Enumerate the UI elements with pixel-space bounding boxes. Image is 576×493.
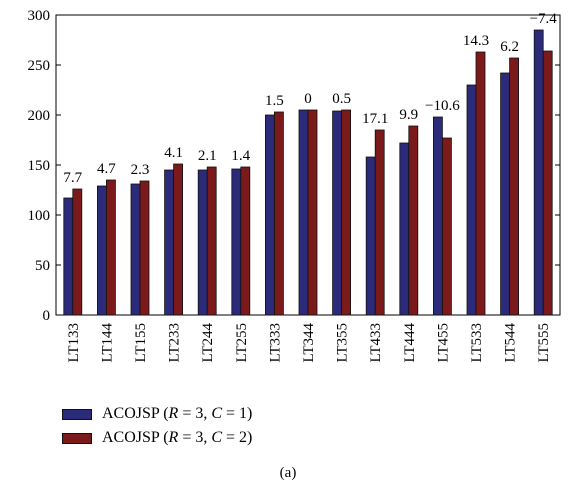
bar-series-2 <box>106 179 116 316</box>
bar-series-2 <box>509 57 520 316</box>
bar-series-1 <box>97 185 107 316</box>
x-tick-label: LT555 <box>536 323 552 362</box>
x-tick-label: LT433 <box>368 323 384 362</box>
data-label: 0.5 <box>332 91 351 107</box>
chart-axes: 0 50 100 150 200 250 300 LT133 LT144 LT155 LT233 LT… <box>28 8 561 362</box>
bar-series-2 <box>72 188 83 316</box>
bar-series-1 <box>399 142 410 316</box>
x-tick-label: LT133 <box>66 323 82 362</box>
bar-series-1 <box>432 116 443 316</box>
bar-series-2 <box>374 129 385 316</box>
data-label: 6.2 <box>500 39 519 55</box>
bar-series-2 <box>240 166 251 316</box>
x-tick-label: LT533 <box>469 323 485 362</box>
bar-series-1 <box>164 169 175 316</box>
bar-series-1 <box>365 156 376 316</box>
data-label: 1.4 <box>231 148 250 164</box>
bar-series-1 <box>500 72 511 316</box>
chart-legend: ACOJSP (R = 3, C = 1) ACOJSP (R = 3, C =… <box>62 402 252 450</box>
x-tick-label: LT355 <box>335 323 351 362</box>
data-label: −10.6 <box>425 98 460 114</box>
data-label: 4.7 <box>97 161 116 177</box>
bar-series-1 <box>231 168 242 316</box>
legend-item-series-1: ACOJSP (R = 3, C = 1) <box>62 402 252 426</box>
y-tick-label: 300 <box>28 8 51 24</box>
x-tick-label: LT255 <box>234 323 250 362</box>
data-label: 7.7 <box>63 170 82 186</box>
bar-series-2 <box>542 50 553 316</box>
x-tick-label: LT333 <box>267 323 283 362</box>
data-label: 1.5 <box>265 93 284 109</box>
legend-label-series-1: ACOJSP (R = 3, C = 1) <box>102 405 253 422</box>
legend-swatch-series-2 <box>62 432 92 444</box>
bar-series-1 <box>264 114 275 316</box>
data-label: 17.1 <box>362 111 388 127</box>
bar-series-1 <box>197 169 208 316</box>
x-tick-label: LT244 <box>200 323 216 363</box>
y-tick-label: 0 <box>43 308 51 324</box>
bar-series-2 <box>139 180 150 316</box>
x-tick-label: LT455 <box>435 323 451 362</box>
y-tick-label: 250 <box>28 58 51 74</box>
bar-series-1 <box>130 183 141 316</box>
bar-chart: 0 50 100 150 200 250 300 LT133 LT144 LT155 LT233 LT… <box>28 8 561 362</box>
y-tick-label: 150 <box>28 158 51 174</box>
panel-label: (a) <box>279 465 297 481</box>
data-label: 0 <box>304 91 312 107</box>
bar-series-2 <box>173 163 184 316</box>
data-label: 14.3 <box>463 33 489 49</box>
x-tick-label: LT444 <box>402 323 418 363</box>
legend-item-series-2: ACOJSP (R = 3, C = 2) <box>62 426 252 450</box>
y-tick-label: 200 <box>28 108 51 124</box>
legend-label-series-2: ACOJSP (R = 3, C = 2) <box>102 429 253 446</box>
chart-bars <box>63 29 553 316</box>
x-tick-label: LT544 <box>503 323 519 363</box>
bar-series-2 <box>475 51 486 316</box>
bar-series-2 <box>441 137 452 316</box>
data-label: 4.1 <box>164 145 183 161</box>
bar-series-1 <box>466 84 477 316</box>
legend-swatch-series-1 <box>62 408 92 420</box>
data-label: 2.3 <box>131 162 150 178</box>
bar-series-2 <box>341 109 352 316</box>
x-tick-label: LT144 <box>99 323 115 363</box>
y-tick-label: 100 <box>28 208 51 224</box>
data-label: 2.1 <box>198 148 217 164</box>
bar-series-1 <box>298 109 309 316</box>
y-tick-label: 50 <box>35 258 50 274</box>
bar-series-1 <box>533 29 544 316</box>
bar-series-2 <box>273 111 284 316</box>
bar-series-2 <box>408 125 419 316</box>
bar-series-1 <box>332 110 343 316</box>
chart-labels: 7.7 4.7 2.3 4.1 2.1 1.4 1.5 0 0.5 17.1 9.9 −10.6 14.… <box>63 11 557 186</box>
data-label: 9.9 <box>399 107 418 123</box>
x-tick-label: LT155 <box>133 323 149 362</box>
data-label: −7.4 <box>530 11 558 27</box>
bar-series-2 <box>307 109 318 316</box>
x-tick-label: LT233 <box>167 323 183 362</box>
bar-series-2 <box>206 166 217 316</box>
bar-series-1 <box>63 197 74 316</box>
x-tick-label: LT344 <box>301 323 317 363</box>
